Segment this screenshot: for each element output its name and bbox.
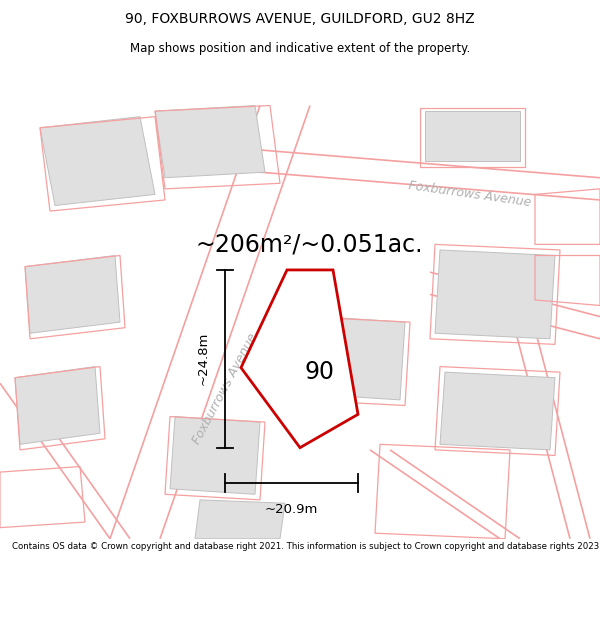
Text: ~24.8m: ~24.8m: [197, 332, 210, 386]
Polygon shape: [241, 270, 358, 448]
Text: 90: 90: [305, 360, 335, 384]
Polygon shape: [440, 372, 555, 450]
Text: Map shows position and indicative extent of the property.: Map shows position and indicative extent…: [130, 42, 470, 55]
Polygon shape: [25, 256, 120, 333]
Polygon shape: [435, 250, 555, 339]
Text: Foxburrows Avenue: Foxburrows Avenue: [190, 331, 260, 446]
Text: Foxburrows Avenue: Foxburrows Avenue: [408, 179, 532, 209]
Polygon shape: [425, 111, 520, 161]
Polygon shape: [15, 367, 100, 444]
Polygon shape: [155, 106, 265, 177]
Text: 90, FOXBURROWS AVENUE, GUILDFORD, GU2 8HZ: 90, FOXBURROWS AVENUE, GUILDFORD, GU2 8H…: [125, 12, 475, 26]
Polygon shape: [40, 117, 155, 206]
Polygon shape: [170, 416, 260, 494]
Text: ~20.9m: ~20.9m: [265, 503, 318, 516]
Text: Contains OS data © Crown copyright and database right 2021. This information is : Contains OS data © Crown copyright and d…: [12, 542, 600, 551]
Polygon shape: [315, 317, 405, 400]
Text: ~206m²/~0.051ac.: ~206m²/~0.051ac.: [195, 232, 422, 256]
Polygon shape: [195, 500, 285, 539]
